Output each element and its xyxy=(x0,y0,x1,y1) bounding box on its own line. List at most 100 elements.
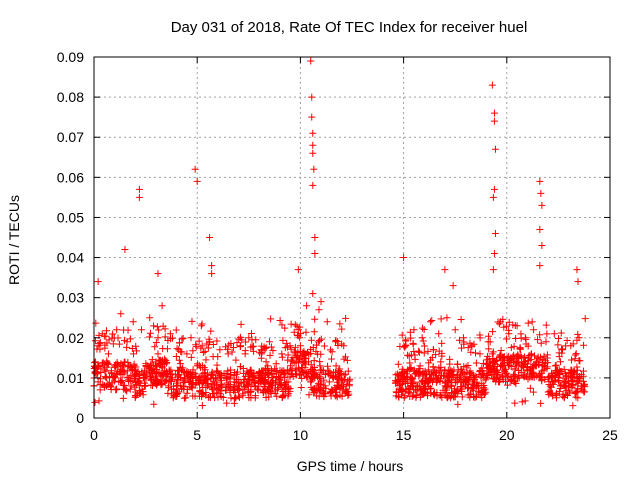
data-point xyxy=(319,367,327,375)
data-point xyxy=(493,356,501,364)
data-point xyxy=(204,344,212,352)
data-point xyxy=(267,315,275,323)
data-point xyxy=(551,362,559,370)
data-point xyxy=(567,377,575,385)
data-point xyxy=(170,385,178,393)
data-point xyxy=(333,385,341,393)
data-point xyxy=(96,339,104,347)
data-point xyxy=(437,363,445,371)
data-point xyxy=(186,383,194,391)
data-point xyxy=(251,394,259,402)
data-point xyxy=(231,382,239,390)
data-point xyxy=(307,350,315,358)
data-point xyxy=(499,353,507,361)
data-point xyxy=(102,367,110,375)
data-point xyxy=(132,388,140,396)
data-point xyxy=(198,320,206,328)
data-point xyxy=(559,374,567,382)
data-point xyxy=(581,315,589,323)
data-point xyxy=(301,354,309,362)
data-point xyxy=(493,362,501,370)
data-point xyxy=(214,353,222,361)
data-point xyxy=(336,369,344,377)
data-point xyxy=(573,370,581,378)
data-point xyxy=(453,374,461,382)
data-point xyxy=(148,369,156,377)
data-point xyxy=(137,326,145,334)
data-point xyxy=(452,388,460,396)
data-point xyxy=(394,372,402,380)
data-point xyxy=(398,380,406,388)
data-point xyxy=(291,347,299,355)
data-point xyxy=(534,353,542,361)
data-point xyxy=(555,369,563,377)
data-point xyxy=(129,350,137,358)
data-point xyxy=(409,339,417,347)
data-point xyxy=(516,345,524,353)
data-point xyxy=(550,330,558,338)
data-point xyxy=(91,337,99,345)
data-point xyxy=(500,366,508,374)
data-point xyxy=(97,375,105,383)
y-tick-label: 0.09 xyxy=(57,49,84,65)
data-point xyxy=(418,390,426,398)
data-point xyxy=(188,371,196,379)
data-point xyxy=(571,351,579,359)
data-point xyxy=(402,336,410,344)
y-tick-label: 0.04 xyxy=(57,250,84,266)
data-point xyxy=(568,383,576,391)
data-point xyxy=(513,353,521,361)
data-point xyxy=(344,388,352,396)
y-tick-label: 0.07 xyxy=(57,129,84,145)
data-point xyxy=(289,354,297,362)
data-point xyxy=(153,375,161,383)
data-point xyxy=(559,346,567,354)
data-point xyxy=(243,367,251,375)
plot-frame xyxy=(93,56,611,419)
data-point xyxy=(272,360,280,368)
data-point xyxy=(498,372,506,380)
x-axis-label: GPS time / hours xyxy=(297,458,404,474)
data-point xyxy=(538,376,546,384)
data-point xyxy=(174,381,182,389)
data-point xyxy=(512,359,520,367)
data-point xyxy=(101,344,109,352)
data-point xyxy=(527,366,535,374)
data-point xyxy=(569,402,577,410)
data-point xyxy=(490,375,498,383)
y-axis-label: ROTI / TECUs xyxy=(6,195,22,285)
data-point xyxy=(526,384,534,392)
data-point xyxy=(535,361,543,369)
data-point xyxy=(293,371,301,379)
data-point xyxy=(123,373,131,381)
data-point xyxy=(251,382,259,390)
data-point xyxy=(175,339,183,347)
data-point xyxy=(207,327,215,335)
data-point xyxy=(340,371,348,379)
data-point xyxy=(189,379,197,387)
data-point xyxy=(287,320,295,328)
data-point xyxy=(101,373,109,381)
data-point xyxy=(481,385,489,393)
data-point xyxy=(225,381,233,389)
data-point xyxy=(208,384,216,392)
data-point xyxy=(410,326,418,334)
data-point xyxy=(455,336,463,344)
data-point xyxy=(263,386,271,394)
data-point xyxy=(568,356,576,364)
data-point xyxy=(123,343,131,351)
data-point xyxy=(401,343,409,351)
data-point xyxy=(401,379,409,387)
data-point xyxy=(449,282,457,290)
data-point xyxy=(146,314,154,322)
data-point xyxy=(430,391,438,399)
y-axis: 0 0.01 0.02 0.03 0.04 0.05 0.06 0.07 0.08 0.09 xyxy=(57,49,610,426)
data-point xyxy=(336,391,344,399)
data-point xyxy=(140,367,148,375)
data-point xyxy=(155,326,163,334)
y-tick-label: 0 xyxy=(76,410,84,426)
data-point xyxy=(322,385,330,393)
data-point xyxy=(283,343,291,351)
data-point xyxy=(448,371,456,379)
data-point xyxy=(476,331,484,339)
